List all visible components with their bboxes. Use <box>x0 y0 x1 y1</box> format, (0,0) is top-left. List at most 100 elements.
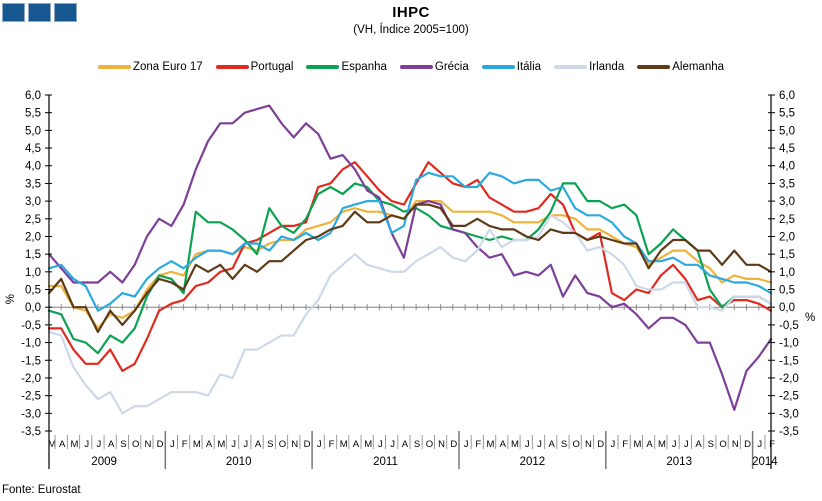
month-label: D <box>597 439 604 450</box>
legend-item-zona-euro-17: Zona Euro 17 <box>97 61 203 73</box>
y-tick-label-right: 0,0 <box>779 302 795 314</box>
month-label: N <box>144 439 151 450</box>
series-line-grecia <box>47 104 773 411</box>
legend-item-espanha: Espanha <box>306 61 387 73</box>
title-block: IHPC (VH, Índice 2005=100) <box>0 4 822 36</box>
legend-label: Alemanha <box>672 61 725 73</box>
legend-label: Zona Euro 17 <box>132 61 203 73</box>
logo <box>2 3 77 22</box>
month-label: F <box>622 439 628 450</box>
y-tick-label-left: -3,0 <box>21 408 41 420</box>
month-label: J <box>84 439 89 450</box>
y-tick-label-left: 2,0 <box>25 231 41 243</box>
month-label: S <box>414 439 420 450</box>
month-label: J <box>537 439 542 450</box>
y-tick-label-left: -3,5 <box>21 426 41 438</box>
chart-svg: 6,0 6,0 5,5 5,5 5,0 5,0 4,5 4,5 4,0 4,0 3,5 3,5 3,0 3… <box>5 90 815 469</box>
legend-swatch <box>215 65 249 69</box>
month-label: M <box>48 439 56 450</box>
month-label: N <box>291 439 298 450</box>
month-label: M <box>487 439 495 450</box>
series-line-alemanha <box>47 203 773 334</box>
month-label: M <box>217 439 225 450</box>
month-label: A <box>500 439 507 450</box>
y-tick-label-left: -2,0 <box>21 373 41 385</box>
y-tick-label-left: 6,0 <box>25 90 41 102</box>
legend-item-irlanda: Irlanda <box>554 61 624 73</box>
month-label: J <box>170 439 175 450</box>
month-label: J <box>243 439 248 450</box>
month-label: F <box>182 439 188 450</box>
month-label: D <box>450 439 457 450</box>
month-label: J <box>464 439 469 450</box>
legend: Zona Euro 17 Portugal Espanha Grécia Itália I… <box>0 61 822 73</box>
legend-swatch <box>306 65 340 69</box>
chart-title: IHPC <box>392 4 430 21</box>
month-label: S <box>267 439 273 450</box>
y-tick-label-right: 2,0 <box>779 231 795 243</box>
month-label: J <box>757 439 762 450</box>
month-label: J <box>672 439 677 450</box>
y-tick-label-right: -1,5 <box>779 355 799 367</box>
month-label: A <box>206 439 213 450</box>
y-tick-label-right: 6,0 <box>779 90 795 102</box>
legend-item-grecia: Grécia <box>399 61 469 73</box>
month-label: J <box>611 439 616 450</box>
month-label: O <box>132 439 139 450</box>
year-label: 2009 <box>91 456 117 468</box>
month-label: O <box>279 439 286 450</box>
y-tick-label-left: -1,0 <box>21 338 41 350</box>
percent-label-left: % <box>5 294 17 304</box>
y-tick-label-left: 5,0 <box>25 125 41 137</box>
month-label: J <box>317 439 322 450</box>
series-line-italia <box>47 171 773 312</box>
percent-label-right: % <box>805 312 815 324</box>
month-label: A <box>695 439 702 450</box>
legend-swatch <box>399 65 433 69</box>
y-tick-label-right: 3,5 <box>779 178 795 190</box>
legend-label: Espanha <box>341 61 387 73</box>
month-label: F <box>329 439 335 450</box>
y-tick-label-left: 5,5 <box>25 108 41 120</box>
month-label: J <box>525 439 530 450</box>
legend-label: Portugal <box>250 61 294 73</box>
y-tick-label-left: 3,5 <box>25 178 41 190</box>
y-tick-label-left: 2,5 <box>25 214 41 226</box>
month-label: A <box>59 439 66 450</box>
y-tick-label-right: 1,5 <box>779 249 795 261</box>
logo-square <box>54 3 77 22</box>
y-tick-label-left: 3,0 <box>25 196 41 208</box>
series-line-espanha <box>47 182 773 355</box>
month-label: S <box>708 439 714 450</box>
year-label: 2011 <box>373 456 398 468</box>
logo-square <box>2 3 25 22</box>
month-label: S <box>120 439 126 450</box>
month-label: O <box>426 439 433 450</box>
month-label: M <box>511 439 519 450</box>
legend-item-italia: Itália <box>481 61 541 73</box>
month-label: N <box>732 439 739 450</box>
y-tick-label-right: 2,5 <box>779 214 795 226</box>
series-line-irlanda <box>47 214 773 415</box>
y-tick-label-left: 0,0 <box>25 302 41 314</box>
month-label: J <box>378 439 383 450</box>
legend-swatch <box>637 65 671 69</box>
year-label: 2013 <box>666 456 692 468</box>
y-tick-label-right: -1,0 <box>779 338 799 350</box>
legend-label: Irlanda <box>589 61 625 73</box>
month-label: M <box>364 439 372 450</box>
month-label: S <box>561 439 567 450</box>
month-label: M <box>633 439 641 450</box>
legend-item-alemanha: Alemanha <box>637 61 724 73</box>
month-label: N <box>585 439 592 450</box>
y-tick-label-right: 1,0 <box>779 267 795 279</box>
y-tick-label-right: 4,5 <box>779 143 795 155</box>
y-tick-label-right: 3,0 <box>779 196 795 208</box>
legend-swatch <box>97 65 131 69</box>
month-label: A <box>646 439 653 450</box>
y-tick-label-right: 0,5 <box>779 285 795 297</box>
month-label: A <box>549 439 556 450</box>
month-label: A <box>402 439 409 450</box>
month-label: M <box>193 439 201 450</box>
